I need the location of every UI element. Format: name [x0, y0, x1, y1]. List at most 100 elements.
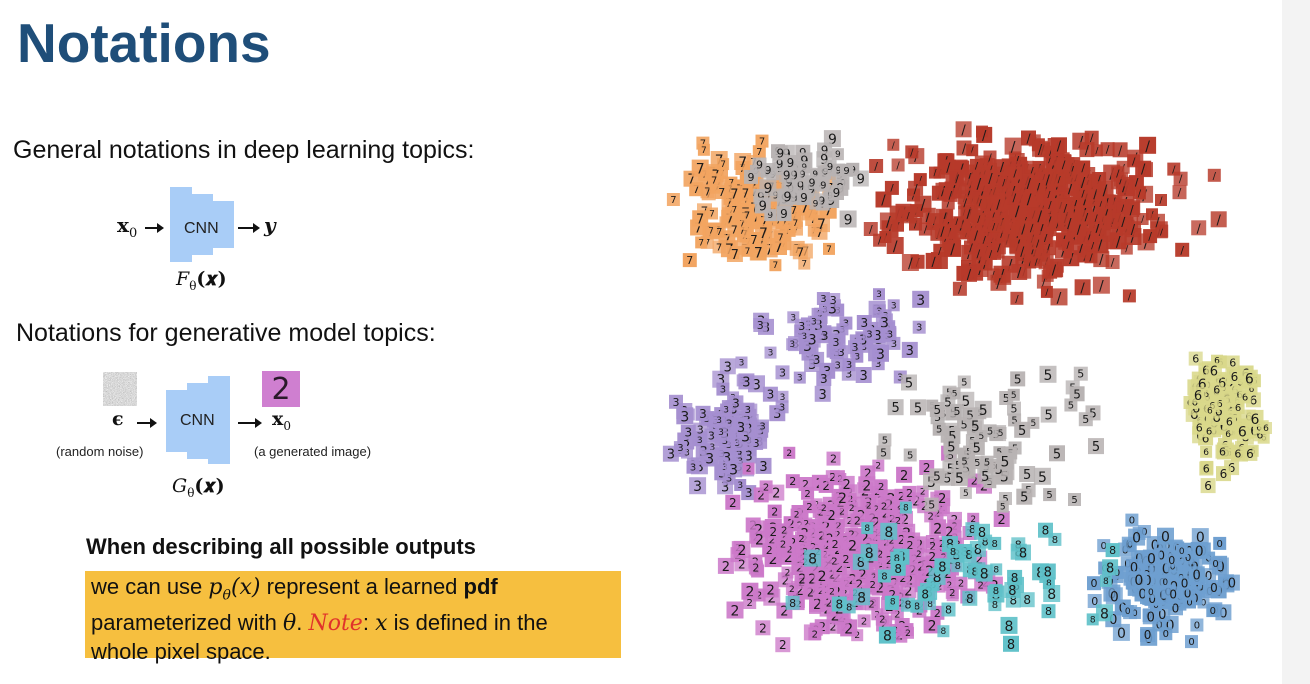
- svg-text:3: 3: [737, 481, 743, 491]
- svg-text:5: 5: [1031, 419, 1037, 429]
- svg-text:3: 3: [789, 340, 795, 350]
- svg-text:/: /: [1042, 276, 1046, 289]
- svg-text:/: /: [1081, 162, 1085, 175]
- svg-text:9: 9: [783, 168, 791, 182]
- svg-text:/: /: [1095, 146, 1099, 156]
- svg-text:9: 9: [809, 176, 816, 189]
- svg-text:9: 9: [756, 159, 763, 172]
- generated-image-caption: (a generated image): [254, 444, 371, 459]
- svg-text:2: 2: [779, 638, 787, 652]
- svg-text:3: 3: [876, 290, 882, 300]
- svg-text:/: /: [881, 194, 886, 209]
- svg-text:5: 5: [987, 426, 993, 437]
- svg-text:3: 3: [720, 385, 726, 396]
- svg-text:/: /: [1099, 253, 1104, 268]
- svg-text:/: /: [896, 161, 900, 172]
- svg-text:6: 6: [1204, 479, 1212, 493]
- svg-text:/: /: [977, 176, 982, 192]
- svg-text:5: 5: [1053, 447, 1061, 462]
- svg-text:5: 5: [1000, 455, 1009, 471]
- svg-text:3: 3: [693, 479, 702, 495]
- svg-text:7: 7: [801, 260, 807, 270]
- svg-text:3: 3: [811, 318, 817, 328]
- svg-text:6: 6: [1194, 389, 1202, 404]
- svg-text:8: 8: [865, 546, 874, 562]
- svg-text:9: 9: [787, 156, 795, 170]
- svg-text:/: /: [1180, 244, 1184, 257]
- svg-text:/: /: [1052, 264, 1057, 279]
- tsne-digit-embedding-image: ////////////////////////////////////////…: [662, 121, 1272, 653]
- svg-text:0: 0: [1194, 621, 1200, 632]
- svg-text:8: 8: [881, 572, 887, 583]
- svg-text:5: 5: [961, 457, 967, 468]
- svg-text:/: /: [1013, 192, 1017, 205]
- svg-text:2: 2: [818, 569, 827, 585]
- svg-text:5: 5: [1020, 491, 1028, 506]
- svg-text:3: 3: [833, 336, 840, 349]
- svg-text:7: 7: [716, 242, 722, 253]
- svg-text:8: 8: [1047, 587, 1056, 603]
- svg-text:8: 8: [993, 586, 999, 597]
- svg-text:2: 2: [769, 525, 777, 539]
- svg-text:3: 3: [724, 360, 732, 375]
- svg-text:8: 8: [1106, 561, 1114, 576]
- svg-text:7: 7: [709, 210, 715, 220]
- svg-text:3: 3: [739, 359, 745, 369]
- svg-text:/: /: [1106, 143, 1110, 156]
- svg-text:0: 0: [1195, 544, 1204, 560]
- svg-text:0: 0: [1147, 610, 1155, 625]
- svg-text:/: /: [907, 212, 911, 222]
- svg-text:8: 8: [1052, 535, 1058, 546]
- general-notations-heading: General notations in deep learning topic…: [13, 135, 474, 165]
- svg-text:3: 3: [697, 424, 704, 437]
- svg-text:3: 3: [767, 388, 775, 402]
- svg-text:8: 8: [978, 526, 986, 541]
- svg-text:3: 3: [835, 361, 841, 372]
- svg-text:/: /: [989, 165, 993, 175]
- svg-text:6: 6: [1220, 467, 1228, 481]
- svg-text:9: 9: [827, 162, 833, 173]
- svg-text:/: /: [1159, 196, 1163, 206]
- cnn-label: CNN: [180, 412, 215, 430]
- svg-text:3: 3: [830, 294, 837, 307]
- svg-text:5: 5: [954, 405, 961, 418]
- svg-text:/: /: [1138, 189, 1142, 200]
- svg-text:/: /: [942, 211, 947, 227]
- svg-text:2: 2: [933, 522, 942, 538]
- svg-text:5: 5: [981, 470, 989, 485]
- svg-text:/: /: [1118, 143, 1123, 157]
- svg-text:5: 5: [979, 403, 988, 419]
- svg-text:3: 3: [667, 448, 675, 463]
- svg-text:5: 5: [1023, 468, 1031, 483]
- svg-text:0: 0: [1212, 559, 1218, 570]
- svg-text:2: 2: [746, 465, 752, 475]
- svg-text:/: /: [963, 196, 967, 209]
- svg-text:/: /: [1046, 174, 1051, 189]
- svg-text:9: 9: [783, 191, 791, 206]
- generative-notations-heading: Notations for generative model topics:: [16, 318, 436, 348]
- svg-text:6: 6: [1226, 415, 1233, 428]
- pdf-callout: we can use pθ(x) represent a learned pdf…: [85, 571, 621, 664]
- svg-text:5: 5: [971, 419, 980, 435]
- svg-text:/: /: [1081, 176, 1086, 191]
- svg-text:5: 5: [973, 441, 981, 456]
- svg-text:3: 3: [820, 294, 826, 305]
- svg-text:3: 3: [732, 396, 740, 410]
- svg-text:9: 9: [820, 181, 826, 192]
- svg-text:2: 2: [747, 598, 753, 609]
- svg-text:5: 5: [1018, 424, 1026, 439]
- svg-text:/: /: [1062, 159, 1066, 172]
- svg-text:8: 8: [789, 597, 796, 610]
- svg-text:0: 0: [1132, 531, 1141, 547]
- svg-text:/: /: [1128, 291, 1132, 302]
- svg-text:9: 9: [835, 150, 841, 160]
- svg-text:/: /: [1178, 186, 1182, 199]
- svg-text:/: /: [1063, 202, 1067, 215]
- svg-text:9: 9: [844, 213, 853, 229]
- svg-text:2: 2: [866, 502, 872, 512]
- svg-text:5: 5: [933, 469, 941, 483]
- svg-text:2: 2: [923, 461, 931, 475]
- svg-text:3: 3: [680, 409, 689, 425]
- svg-text:9: 9: [763, 181, 772, 197]
- svg-text:2: 2: [838, 491, 847, 507]
